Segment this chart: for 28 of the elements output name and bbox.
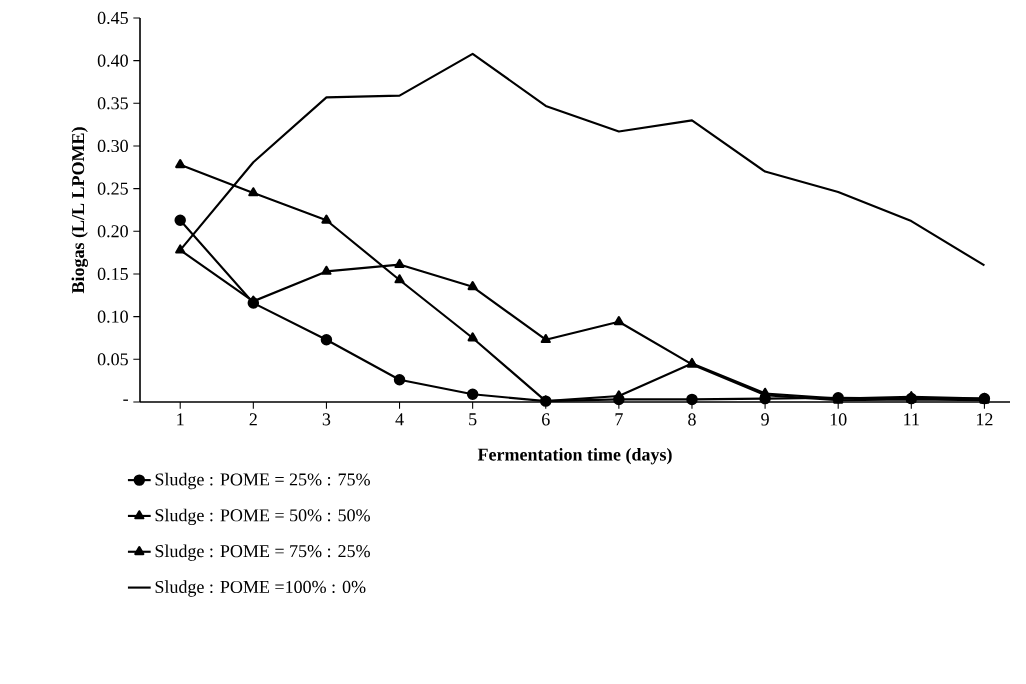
y-tick-label: - xyxy=(123,399,128,401)
legend-label: Sludge : POME = 75% : 25% xyxy=(155,544,370,561)
x-tick-label: 1 xyxy=(177,413,184,426)
x-tick-label: 3 xyxy=(322,413,331,426)
y-tick-label: 0.05 xyxy=(97,353,128,366)
x-tick-label: 9 xyxy=(761,413,769,426)
y-tick-label: 0.15 xyxy=(97,267,128,281)
y-tick-label: 0.25 xyxy=(97,182,128,195)
y-tick-label: 0.20 xyxy=(97,225,128,238)
x-tick-label: 6 xyxy=(542,413,550,426)
x-tick-label: 5 xyxy=(469,413,477,426)
y-tick-label: 0.35 xyxy=(97,97,128,110)
legend-label: Sludge : POME = 25% : 75% xyxy=(155,472,370,490)
y-tick-label: 0.10 xyxy=(97,310,128,323)
y-axis-title: Biogas (L/L LPOME) xyxy=(71,127,88,294)
y-tick-label: 0.45 xyxy=(97,11,128,25)
x-tick-label: 10 xyxy=(830,413,847,426)
x-tick-label: 4 xyxy=(395,413,404,426)
y-tick-label: 0.40 xyxy=(97,54,128,67)
y-tick-label: 0.30 xyxy=(97,139,128,153)
x-tick-label: 11 xyxy=(904,413,919,426)
x-tick-label: 8 xyxy=(688,413,696,426)
legend-label: Sludge : POME =100% : 0% xyxy=(155,580,366,597)
x-tick-label: 2 xyxy=(249,413,257,426)
x-axis-title: Fermentation time (days) xyxy=(477,448,672,465)
x-tick-label: 7 xyxy=(615,413,623,426)
x-tick-label: 12 xyxy=(977,413,993,426)
legend-label: Sludge : POME = 50% : 50% xyxy=(155,508,370,526)
